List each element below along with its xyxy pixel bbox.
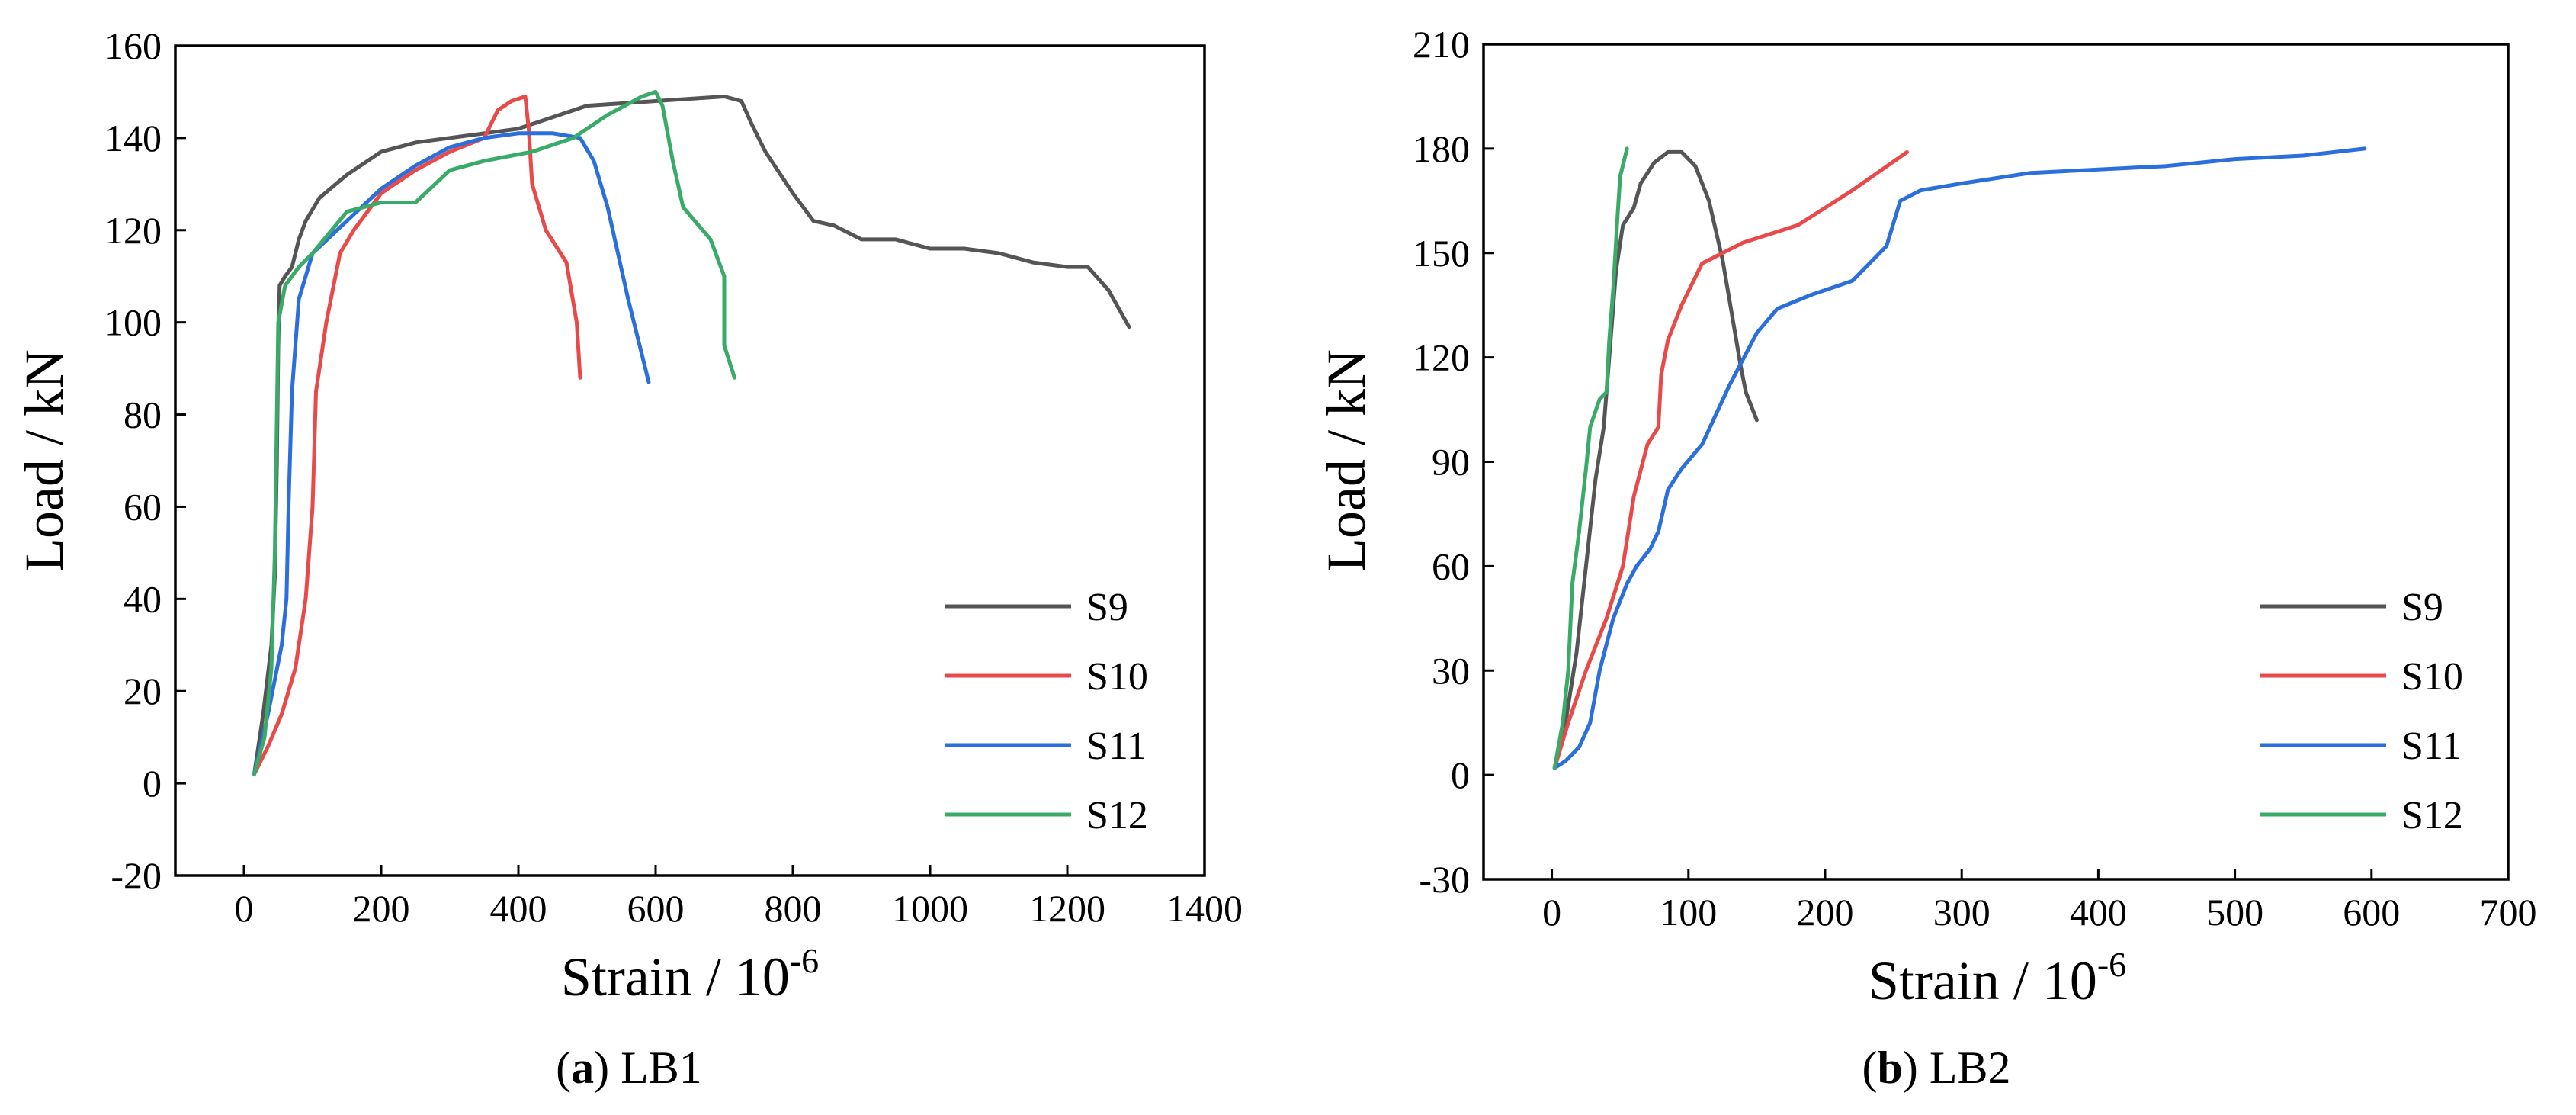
y-tick-label: -30	[1419, 858, 1470, 901]
x-tick-label: 600	[2343, 891, 2400, 933]
x-tick-label: 500	[2206, 891, 2263, 933]
x-tick-label: 1200	[1029, 887, 1105, 930]
x-axis-title-exponent: -6	[790, 941, 819, 980]
x-axis-title-text: Strain / 10	[561, 946, 790, 1007]
legend: S9 S10 S11 S12	[2260, 586, 2463, 837]
plot-frame	[1482, 43, 2510, 881]
x-tick-label: 1400	[1166, 887, 1243, 930]
series-line-s11	[252, 131, 651, 776]
legend: S9 S10 S11 S12	[945, 586, 1148, 837]
x-tick-label: 100	[1660, 891, 1717, 933]
legend-label-s11: S11	[2401, 725, 2462, 768]
y-tick-label: 80	[124, 394, 162, 436]
x-tick-label: 200	[1797, 891, 1854, 933]
axis-ticks: 0 100 200 300 400 500 600 700 -30 0 30 60 90 120 150 18…	[1413, 23, 2537, 933]
caption-letter: a	[571, 1043, 594, 1093]
y-axis-title: Load / kN	[1316, 349, 1377, 572]
y-tick-label: 40	[124, 577, 162, 620]
series-line-s9	[252, 95, 1131, 776]
x-tick-label: 400	[490, 887, 547, 930]
series-line-s10	[1552, 149, 1909, 770]
legend-label-s11: S11	[1086, 725, 1147, 768]
y-tick-label: 60	[1432, 545, 1470, 587]
caption-letter: b	[1877, 1043, 1902, 1093]
y-tick-label: -20	[111, 854, 162, 897]
series-line-s12	[1552, 146, 1629, 770]
x-tick-label: 700	[2480, 891, 2537, 933]
x-axis-title-text: Strain / 10	[1869, 950, 2097, 1011]
y-tick-label: 60	[124, 485, 162, 528]
y-tick-label: 180	[1413, 127, 1470, 170]
legend-label-s9: S9	[1086, 586, 1128, 629]
series-layer	[1552, 146, 2367, 770]
x-axis-title-exponent: -6	[2097, 945, 2126, 984]
y-tick-label: 0	[1451, 754, 1470, 796]
panel-caption: (b) LB2	[1862, 1043, 2010, 1093]
series-line-s9	[1552, 149, 1759, 770]
series-line-s12	[252, 89, 736, 776]
panel-caption: (a) LB1	[556, 1043, 702, 1093]
caption-text: LB2	[1930, 1043, 2011, 1093]
axis-ticks: 0 200 400 600 800 1000 1200 1400 -20 0 20 40 60 80 100…	[104, 24, 1243, 930]
caption-text: LB1	[621, 1043, 702, 1093]
series-line-s10	[252, 95, 582, 776]
x-tick-label: 200	[353, 887, 410, 930]
x-tick-label: 600	[627, 887, 685, 930]
y-axis-title: Load / kN	[14, 349, 75, 572]
legend-label-s12: S12	[1086, 794, 1148, 837]
legend-label-s10: S10	[1086, 655, 1148, 699]
series-layer	[252, 89, 1131, 776]
x-tick-label: 400	[2070, 891, 2127, 933]
chart-panel-lb2: 0 100 200 300 400 500 600 700 -30 0 30 60 90 120 150 18…	[1316, 23, 2537, 1093]
x-axis-title: Strain / 10-6	[561, 941, 819, 1007]
legend-label-s9: S9	[2401, 586, 2443, 629]
legend-label-s12: S12	[2401, 794, 2463, 837]
y-tick-label: 140	[104, 117, 162, 159]
y-tick-label: 120	[1413, 336, 1470, 379]
y-tick-label: 150	[1413, 232, 1470, 275]
legend-label-s10: S10	[2401, 655, 2463, 699]
y-tick-label: 30	[1432, 649, 1470, 692]
y-tick-label: 100	[104, 301, 162, 344]
y-tick-label: 0	[143, 762, 162, 805]
x-tick-label: 1000	[892, 887, 968, 930]
x-tick-label: 0	[235, 887, 254, 930]
y-tick-label: 120	[104, 209, 162, 252]
y-tick-label: 20	[124, 670, 162, 712]
x-tick-label: 0	[1542, 891, 1561, 933]
x-axis-title: Strain / 10-6	[1869, 945, 2126, 1011]
y-tick-label: 160	[104, 24, 162, 67]
plot-frame	[174, 44, 1206, 877]
x-tick-label: 800	[765, 887, 822, 930]
y-tick-label: 90	[1432, 441, 1470, 484]
chart-panel-lb1: 0 200 400 600 800 1000 1200 1400 -20 0 20 40 60 80 100…	[14, 24, 1243, 1093]
series-line-s11	[1552, 146, 2367, 770]
y-tick-label: 210	[1413, 23, 1470, 66]
x-tick-label: 300	[1933, 891, 1991, 933]
